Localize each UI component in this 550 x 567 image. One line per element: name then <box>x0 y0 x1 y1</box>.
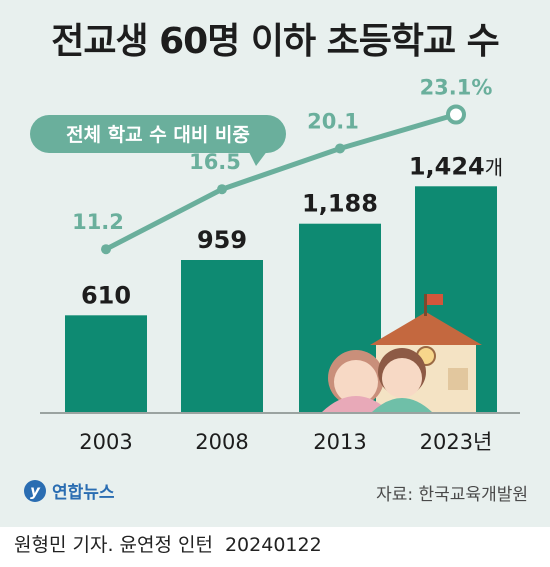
bar-value-0: 610 <box>81 281 131 309</box>
credit-date: 20240122 <box>224 534 322 556</box>
x-tick-label-3: 2023년 <box>420 430 493 454</box>
line-label-3: 23.1% <box>420 76 493 100</box>
line-point-2 <box>335 143 345 154</box>
source-note: 자료: 한국교육개발원 <box>376 485 528 505</box>
bar-unit: 개 <box>485 155 503 179</box>
x-tick-label-1: 2008 <box>195 430 248 454</box>
yonhap-logo: y 연합뉴스 <box>24 478 115 503</box>
school-flag <box>427 294 443 305</box>
bar-value-3: 1,424개 <box>409 152 503 180</box>
girl-body <box>322 396 390 412</box>
line-legend-pointer <box>248 150 268 166</box>
bar-value-2: 1,188 <box>302 190 378 218</box>
line-label-0: 11.2 <box>72 210 124 234</box>
bar-value-1: 959 <box>197 226 247 254</box>
girl-face <box>334 360 378 404</box>
x-axis-line <box>40 412 520 414</box>
line-point-0 <box>101 244 111 255</box>
line-point-3 <box>446 104 466 125</box>
line-label-1: 16.5 <box>189 150 241 174</box>
school-roof <box>370 312 482 345</box>
share-line <box>103 112 459 252</box>
credit-line: 원형민 기자. 윤연정 인턴 20240122 <box>14 530 322 557</box>
x-tick-label-0: 2003 <box>79 430 132 454</box>
school-flagpole <box>424 294 427 316</box>
bar-0 <box>65 315 147 412</box>
boy-body <box>372 398 432 412</box>
bar-1 <box>181 259 263 412</box>
yonhap-logo-text: 연합뉴스 <box>52 483 115 503</box>
credit-text: 원형민 기자. 윤연정 인턴 <box>14 534 213 556</box>
chart-title: 전교생 60명 이하 초등학교 수 <box>51 21 500 62</box>
x-tick-label-2: 2013 <box>313 430 366 454</box>
chart-svg: 11.2 16.5 20.1 23.1% 전체 학교 수 대비 비중 610 959 1,18… <box>30 76 503 454</box>
line-legend-label: 전체 학교 수 대비 비중 <box>66 124 250 146</box>
yonhap-logo-mark: y <box>24 479 46 502</box>
line-point-1 <box>217 184 227 195</box>
line-label-2: 20.1 <box>307 109 359 133</box>
school-window <box>448 368 468 390</box>
line-legend-bubble <box>30 115 286 153</box>
boy-face <box>382 358 422 398</box>
